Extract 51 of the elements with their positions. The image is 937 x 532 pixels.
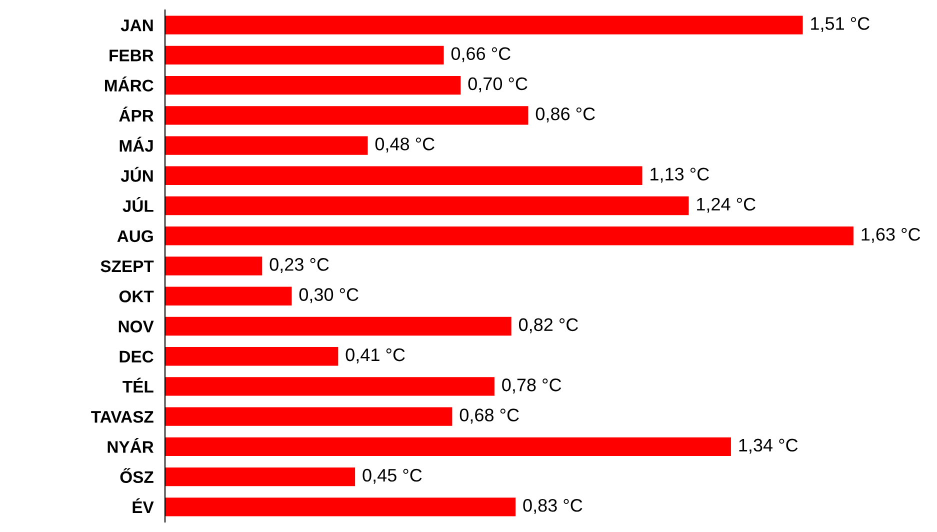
y-tick-label: AUG <box>117 230 153 242</box>
y-tick-label: ÁPR <box>119 106 154 122</box>
y-tick-label: JÚN <box>120 166 153 182</box>
data-label: 1,13 °C <box>650 168 709 183</box>
data-label: 0,48 °C <box>375 138 434 153</box>
bar <box>165 16 803 34</box>
y-tick-label: NYÁR <box>108 438 154 453</box>
bar <box>165 437 731 456</box>
bar <box>165 76 461 95</box>
bar <box>165 136 368 155</box>
data-label: 0,66 °C <box>451 47 510 62</box>
y-tick-label: OKT <box>119 290 154 302</box>
y-tick-label: DEC <box>120 350 154 363</box>
y-tick-label: TÉL <box>122 378 154 393</box>
y-tick-label: JÚL <box>122 197 154 212</box>
bar <box>165 498 516 516</box>
data-label: 0,23 °C <box>270 258 329 273</box>
bar <box>165 256 262 276</box>
bar <box>165 286 292 306</box>
y-tick-label: FEBR <box>110 50 154 62</box>
y-tick-label: MÁRC <box>105 76 154 92</box>
bar <box>165 106 528 125</box>
data-label: 1,34 °C <box>739 438 798 454</box>
data-label: 0,78 °C <box>502 378 562 394</box>
bar <box>165 347 338 366</box>
data-label: 0,68 °C <box>460 408 519 424</box>
data-label: 1,51 °C <box>811 17 870 32</box>
bar <box>165 196 689 216</box>
y-tick-label: ŐSZ <box>120 468 154 484</box>
data-label: 0,30 °C <box>299 288 358 304</box>
bar <box>165 467 356 486</box>
bar <box>165 377 494 396</box>
data-label: 0,41 °C <box>346 348 405 364</box>
bar <box>165 166 642 185</box>
data-label: 0,70 °C <box>468 77 528 92</box>
bar <box>165 407 452 426</box>
y-tick-label: TAVASZ <box>91 410 154 423</box>
data-label: 0,82 °C <box>518 318 578 334</box>
data-label: 0,83 °C <box>523 499 582 514</box>
data-label: 0,45 °C <box>362 468 422 484</box>
y-tick-label: NOV <box>118 320 154 332</box>
data-label: 1,24 °C <box>697 198 756 213</box>
y-tick-label: MÁJ <box>120 136 153 152</box>
bar <box>165 226 854 246</box>
bar <box>165 316 512 336</box>
y-tick-label: ÉV <box>132 498 154 513</box>
bar <box>165 46 444 65</box>
y-tick-label: SZEPT <box>100 260 154 272</box>
data-label: 1,63 °C <box>862 228 920 243</box>
data-label: 0,86 °C <box>536 107 595 122</box>
y-tick-label: JAN <box>120 20 153 32</box>
